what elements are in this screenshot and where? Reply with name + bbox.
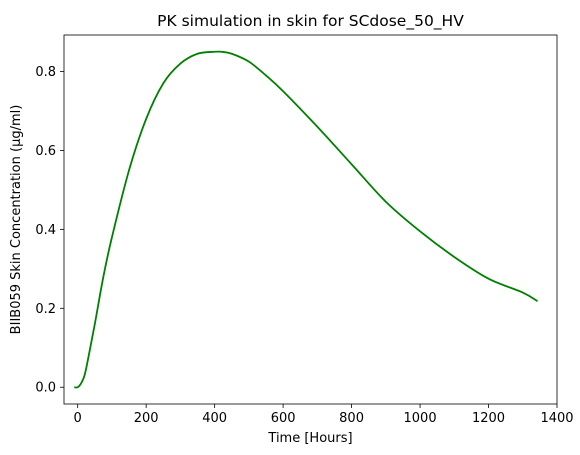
y-tick-label: 0.8 <box>35 65 56 80</box>
y-tick-label: 0.4 <box>35 223 56 238</box>
plot-frame <box>63 34 558 405</box>
x-tick-label: 800 <box>339 411 364 426</box>
plot-area <box>74 50 538 389</box>
axis-ticks: 0 200 400 600 800 1000 1200 1400 0.0 0.2 0.4 0.6 0.8 <box>35 65 573 426</box>
chart-title: PK simulation in skin for SCdose_50_HV <box>157 12 464 31</box>
y-tick-label: 0.6 <box>35 144 56 159</box>
series-line <box>74 50 538 389</box>
x-tick-label: 1200 <box>472 411 505 426</box>
x-tick-label: 1000 <box>404 411 437 426</box>
x-tick-label: 600 <box>271 411 296 426</box>
x-tick-label: 200 <box>134 411 159 426</box>
y-tick-label: 0.2 <box>35 302 56 317</box>
x-axis-label: Time [Hours] <box>267 431 352 446</box>
x-tick-label: 1400 <box>540 411 573 426</box>
y-axis-label: BIIB059 Skin Concentration (µg/ml) <box>9 105 24 335</box>
y-tick-label: 0.0 <box>35 381 56 396</box>
x-tick-label: 0 <box>74 411 82 426</box>
x-tick-label: 400 <box>202 411 227 426</box>
